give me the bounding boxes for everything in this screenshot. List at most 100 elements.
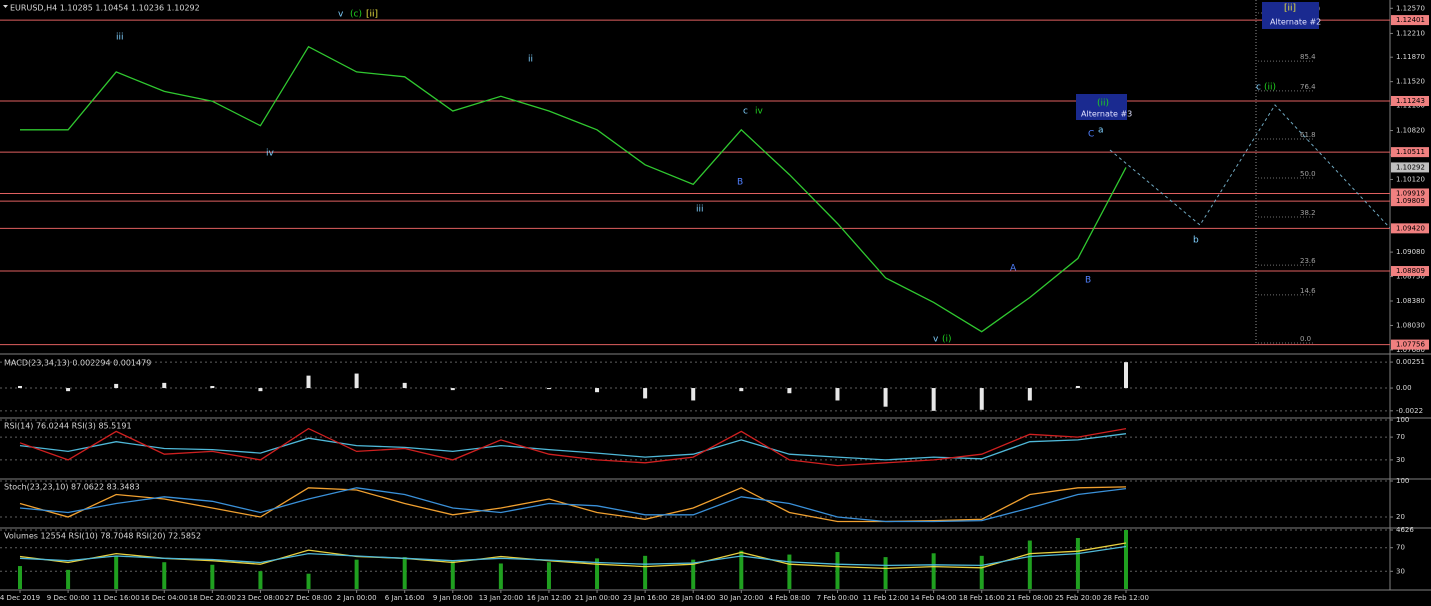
bar: [66, 569, 71, 589]
bar: [258, 388, 263, 392]
wave-label: iii: [116, 33, 124, 43]
price-tag: [1391, 266, 1429, 277]
x-tick-label: 6 Jan 16:00: [385, 594, 425, 602]
wave-label: [ii]: [366, 10, 378, 20]
price-tag-label: 1.12401: [1396, 16, 1425, 24]
price-tag: [1391, 223, 1429, 234]
y-tick-label: 1.10120: [1396, 175, 1425, 183]
current-price-tag: [1391, 162, 1429, 173]
current-price-label: 1.10292: [1396, 163, 1425, 171]
wave-label: b: [1193, 236, 1199, 246]
wave-label: (ii): [1097, 99, 1109, 109]
bar: [450, 560, 455, 589]
fib-label: 23.6: [1300, 257, 1316, 265]
price-tag-label: 1.08809: [1396, 267, 1425, 275]
y-tick-label: 100: [1396, 477, 1409, 485]
bar: [354, 373, 359, 389]
bar: [643, 555, 648, 589]
y-tick-label: -0.0022: [1396, 407, 1423, 415]
y-tick-label: 20: [1396, 513, 1405, 521]
bar: [306, 573, 311, 589]
wave-label: C: [1088, 130, 1094, 140]
wave-label: c: [743, 107, 748, 117]
fib-label: 0.0: [1300, 335, 1311, 343]
price-tag-label: 1.09919: [1396, 189, 1425, 197]
y-tick-label: 1.10820: [1396, 127, 1425, 135]
bar: [787, 388, 792, 394]
series-line: [20, 45, 1127, 333]
x-tick-label: 9 Dec 00:00: [47, 594, 90, 602]
fib-label: 38.2: [1300, 209, 1316, 217]
wave-label: Alternate #2: [1270, 18, 1321, 27]
x-tick-label: 23 Jan 16:00: [623, 594, 667, 602]
bar: [18, 566, 22, 589]
bar: [787, 554, 792, 589]
panel-title: EURUSD,H4 1.10285 1.10454 1.10236 1.1029…: [10, 4, 200, 13]
price-tag-label: 1.10511: [1396, 148, 1425, 156]
y-tick-label: 4626: [1396, 526, 1414, 534]
alternate-box: [1076, 94, 1127, 120]
panel-title: Stoch(23,23,10) 87.0622 83.3483: [4, 483, 140, 492]
price-tag: [1391, 15, 1429, 26]
x-tick-label: 13 Jan 20:00: [479, 594, 523, 602]
wave-label: v: [338, 10, 344, 20]
price-tag: [1391, 95, 1429, 106]
y-tick-label: 0.00251: [1396, 358, 1425, 366]
bar: [114, 555, 119, 589]
x-tick-label: 9 Jan 08:00: [433, 594, 473, 602]
x-tick-label: 7 Feb 00:00: [817, 594, 858, 602]
y-tick-label: 1.07680: [1396, 346, 1425, 354]
y-tick-label: 1.11520: [1396, 78, 1425, 86]
bar: [546, 562, 551, 589]
wave-label: A: [1010, 264, 1017, 274]
wave-label: B: [737, 178, 743, 188]
bar: [498, 388, 503, 389]
price-tag: [1391, 147, 1429, 158]
x-tick-label: 21 Feb 08:00: [1007, 594, 1053, 602]
y-tick-label: 1.11870: [1396, 53, 1425, 61]
x-tick-label: 11 Dec 16:00: [93, 594, 140, 602]
wave-label: c: [1256, 83, 1261, 93]
bar: [162, 382, 167, 389]
wave-label: iv: [266, 149, 275, 159]
x-tick-label: 18 Feb 16:00: [959, 594, 1005, 602]
x-tick-label: 28 Feb 12:00: [1103, 594, 1149, 602]
bar: [739, 388, 744, 392]
y-tick-label: 1.08380: [1396, 297, 1425, 305]
y-tick-label: 1.08730: [1396, 273, 1425, 281]
bar: [1075, 537, 1080, 589]
bar: [114, 383, 119, 389]
y-tick-label: 100: [1396, 416, 1409, 424]
price-tag: [1391, 196, 1429, 207]
symbol-arrow: [3, 5, 8, 8]
wave-label: v: [933, 335, 939, 345]
wave-label: a: [1098, 126, 1104, 136]
bar: [402, 557, 407, 589]
price-tag-label: 1.09420: [1396, 224, 1425, 232]
y2-tick-label: 30: [1396, 567, 1405, 575]
wave-label: Alternate #3: [1081, 110, 1132, 119]
y-tick-label: 30: [1396, 456, 1405, 464]
series-line: [19, 433, 1127, 461]
bar: [931, 553, 936, 589]
y-tick-label: 1.09080: [1396, 248, 1425, 256]
bar: [546, 388, 551, 390]
series-line: [19, 427, 1127, 467]
bar: [739, 550, 744, 589]
price-tag: [1391, 188, 1429, 199]
x-tick-label: 25 Feb 20:00: [1055, 594, 1101, 602]
x-tick-label: 16 Dec 04:00: [141, 594, 188, 602]
bar: [691, 559, 696, 589]
bar: [595, 388, 600, 393]
x-tick-label: 27 Dec 08:00: [285, 594, 332, 602]
bar: [1124, 530, 1128, 589]
wave-label: B: [1085, 276, 1091, 286]
x-tick-label: 30 Jan 20:00: [719, 594, 763, 602]
fib-label: 76.4: [1300, 83, 1316, 91]
price-tag-label: 1.07756: [1396, 341, 1425, 349]
y-tick-label: 0.00: [1396, 384, 1412, 392]
x-tick-label: 21 Jan 00:00: [575, 594, 619, 602]
bar: [306, 375, 311, 389]
series-line: [19, 542, 1127, 570]
price-tag-label: 1.09809: [1396, 197, 1425, 205]
